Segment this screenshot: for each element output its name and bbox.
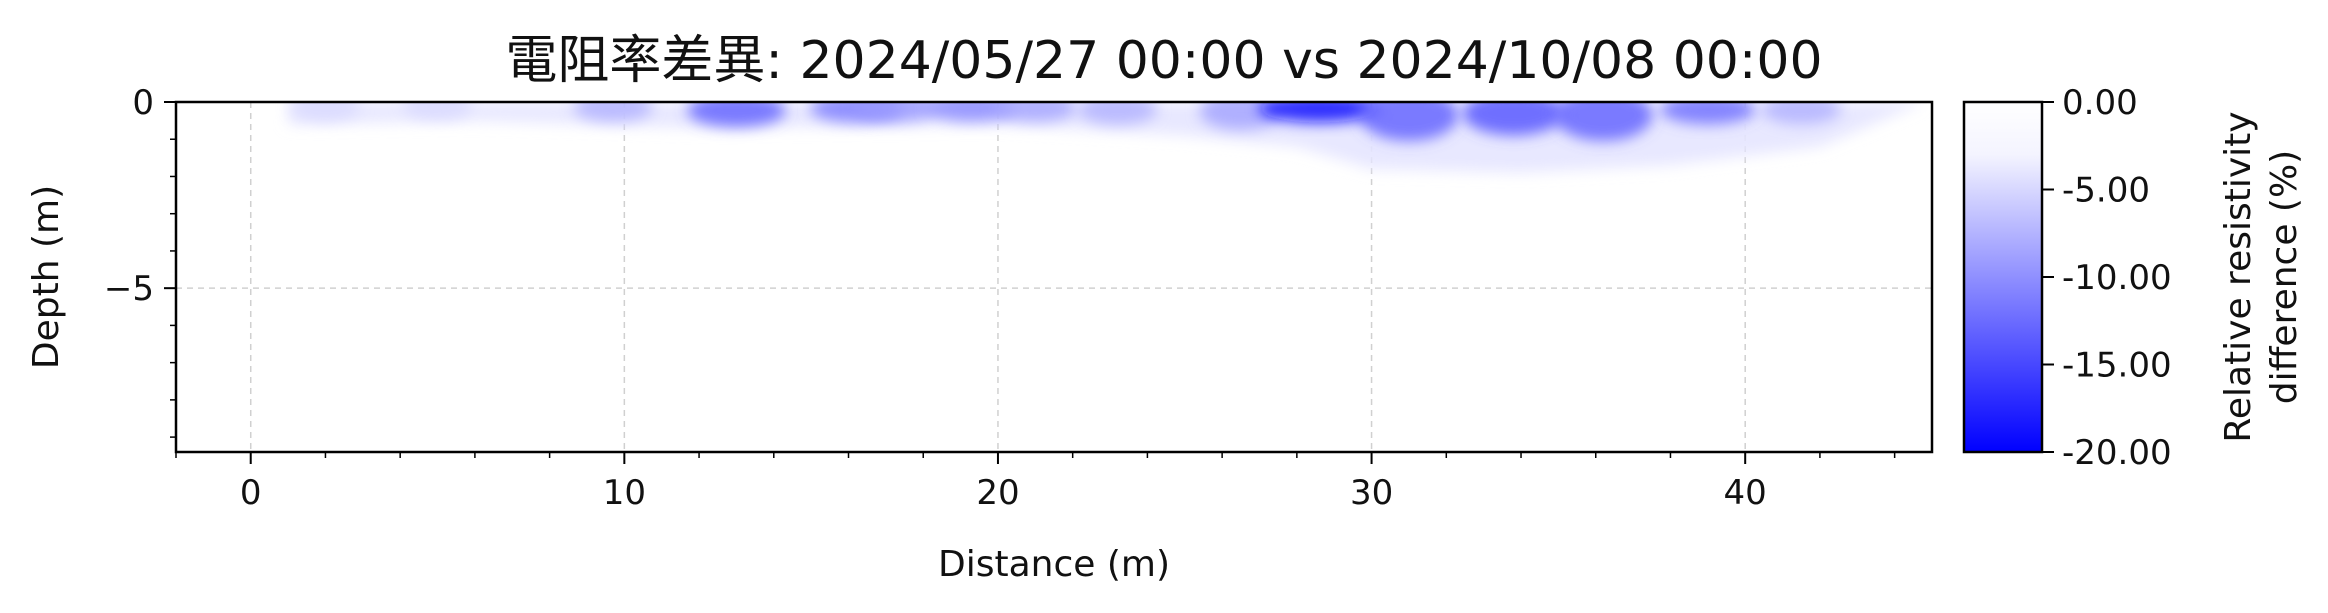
anomaly-blob <box>1660 102 1756 125</box>
chart-title: 電阻率差異: 2024/05/27 00:00 vs 2024/10/08 00… <box>505 31 1823 91</box>
x-axis-title: Distance (m) <box>938 544 1170 585</box>
anomaly-blob <box>854 102 940 122</box>
anomaly-blob <box>1761 102 1841 125</box>
colorbar-tick-label: -20.00 <box>2062 433 2172 473</box>
anomaly-blob <box>927 102 1017 122</box>
colorbar-tick-label: -15.00 <box>2062 346 2172 386</box>
anomaly-field <box>288 102 1925 173</box>
x-axis: 0 10 20 30 40 <box>175 452 1896 513</box>
x-tick-label: 40 <box>1724 473 1767 513</box>
x-tick-label: 10 <box>603 473 646 513</box>
y-tick-label: −5 <box>104 269 154 309</box>
anomaly-blob <box>1258 102 1380 123</box>
colorbar-tick-label: -10.00 <box>2062 258 2172 298</box>
x-tick-label: 30 <box>1350 473 1393 513</box>
colorbar-tick-label: -5.00 <box>2062 171 2150 211</box>
anomaly-blob <box>1462 102 1565 136</box>
plot-frame <box>174 100 1934 454</box>
anomaly-blob <box>1077 102 1158 125</box>
anomaly-blob <box>402 102 473 120</box>
anomaly-blob <box>290 102 361 121</box>
colorbar-label-line-1: Relative resistivity <box>2218 111 2259 442</box>
anomaly-blob <box>994 102 1077 122</box>
y-tick-label: 0 <box>132 83 154 123</box>
anomaly-blob <box>1359 102 1459 141</box>
anomaly-blob <box>687 102 786 128</box>
colorbar-label-line-2: difference (%) <box>2264 150 2305 404</box>
y-axis-title: Depth (m) <box>26 185 67 369</box>
colorbar-tick-label: 0.00 <box>2062 83 2138 123</box>
y-axis: 0 −5 <box>104 83 176 438</box>
colorbar-gradient <box>1962 100 2044 454</box>
colorbar: 0.00 -5.00 -10.00 -15.00 -20.00 Relative res… <box>1962 83 2305 473</box>
anomaly-blob <box>573 102 653 122</box>
x-tick-label: 0 <box>240 473 262 513</box>
x-tick-label: 20 <box>976 473 1019 513</box>
anomaly-blob <box>1554 102 1653 141</box>
